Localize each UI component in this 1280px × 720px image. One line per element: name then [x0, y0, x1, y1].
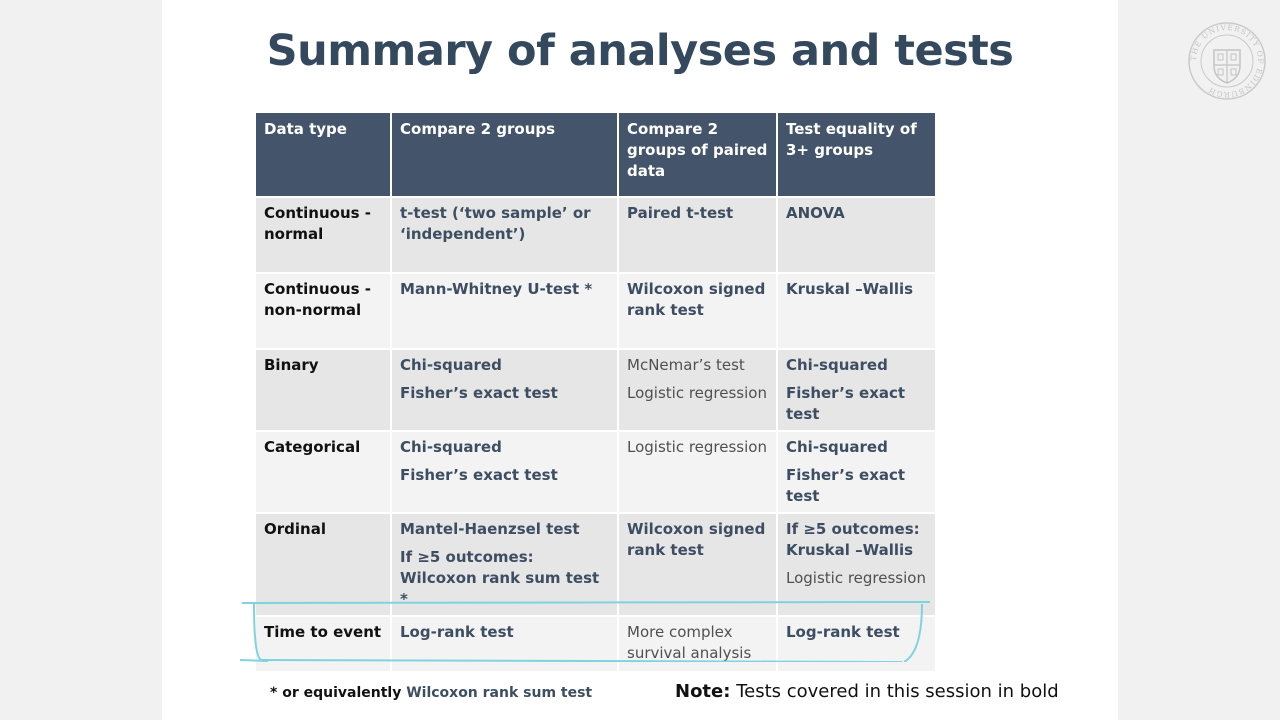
test-name: Wilcoxon signed rank test: [627, 520, 766, 559]
footnote: * or equivalently Wilcoxon rank sum test: [270, 685, 592, 701]
note-label: Note:: [675, 681, 731, 702]
footnote-highlight: Wilcoxon rank sum test: [406, 685, 593, 701]
test-name: Paired t-test: [627, 204, 734, 222]
test-name: Logistic regression: [786, 569, 926, 587]
test-name: More complex survival analysis: [627, 623, 752, 662]
cell-data-type: Binary: [254, 348, 392, 432]
header-compare-paired: Compare 2 groups of paired data: [617, 111, 778, 198]
slide-title: Summary of analyses and tests: [266, 26, 1014, 76]
cell-data-type: Ordinal: [254, 512, 392, 617]
cell-test-3-plus: Chi-squared Fisher’s exact test: [776, 430, 937, 514]
cell-compare-paired: Paired t-test: [617, 196, 778, 274]
cell-compare-2-groups: Mann-Whitney U-test *: [390, 272, 619, 350]
test-name: Chi-squared: [400, 356, 502, 374]
table-row: Continuous - non-normal Mann-Whitney U-te…: [254, 272, 937, 350]
table-body: Continuous - normal t-test (‘two sample’ …: [254, 196, 937, 673]
cell-test-3-plus: ANOVA: [776, 196, 937, 274]
note: Note: Tests covered in this session in b…: [675, 681, 1059, 702]
test-name: Logistic regression: [627, 438, 767, 456]
test-name: Fisher’s exact test: [786, 384, 906, 423]
test-name: Chi-squared: [786, 356, 888, 374]
table-row: Categorical Chi-squared Fisher’s exact tes…: [254, 430, 937, 514]
cell-test-3-plus: Chi-squared Fisher’s exact test: [776, 348, 937, 432]
test-name: Log-rank test: [400, 623, 514, 641]
cell-test-3-plus: Log-rank test: [776, 615, 937, 673]
test-name: Fisher’s exact test: [400, 466, 558, 484]
test-name: If ≥5 outcomes: Kruskal –Wallis: [786, 520, 920, 559]
test-name: McNemar’s test: [627, 356, 745, 374]
table-row: Continuous - normal t-test (‘two sample’ …: [254, 196, 937, 274]
footnote-prefix: * or equivalently: [270, 685, 402, 701]
header-compare-2-groups: Compare 2 groups: [390, 111, 619, 198]
table-row: Binary Chi-squared Fisher’s exact test McNe…: [254, 348, 937, 432]
cell-compare-paired: More complex survival analysis: [617, 615, 778, 673]
test-name: Fisher’s exact test: [786, 466, 906, 505]
table-row: Ordinal Mantel-Haenzsel test If ≥5 outcome…: [254, 512, 937, 617]
cell-compare-2-groups: Chi-squared Fisher’s exact test: [390, 348, 619, 432]
header-data-type: Data type: [254, 111, 392, 198]
test-name: If ≥5 outcomes: Wilcoxon rank sum test *: [400, 548, 600, 608]
test-name: t-test (‘two sample’ or ‘independent’): [400, 204, 591, 243]
cell-test-3-plus: Kruskal –Wallis: [776, 272, 937, 350]
test-name: Kruskal –Wallis: [786, 280, 914, 298]
cell-data-type: Continuous - non-normal: [254, 272, 392, 350]
test-name: ANOVA: [786, 204, 845, 222]
cell-compare-paired: McNemar’s test Logistic regression: [617, 348, 778, 432]
university-crest-logo: THE UNIVERSITY OF EDINBURGH: [1188, 22, 1266, 100]
test-name: Fisher’s exact test: [400, 384, 558, 402]
table-row: Time to event Log-rank test More complex s…: [254, 615, 937, 673]
test-name: Log-rank test: [786, 623, 900, 641]
cell-test-3-plus: If ≥5 outcomes: Kruskal –Wallis Logistic …: [776, 512, 937, 617]
cell-compare-2-groups: Log-rank test: [390, 615, 619, 673]
cell-compare-paired: Wilcoxon signed rank test: [617, 272, 778, 350]
cell-data-type: Time to event: [254, 615, 392, 673]
test-name: Mantel-Haenzsel test: [400, 520, 580, 538]
test-name: Chi-squared: [786, 438, 888, 456]
note-text: Tests covered in this session in bold: [736, 681, 1059, 702]
cell-compare-2-groups: Mantel-Haenzsel test If ≥5 outcomes: Wilc…: [390, 512, 619, 617]
cell-compare-paired: Logistic regression: [617, 430, 778, 514]
tests-table: Data type Compare 2 groups Compare 2 gro…: [254, 111, 937, 673]
cell-data-type: Continuous - normal: [254, 196, 392, 274]
test-name: Wilcoxon signed rank test: [627, 280, 766, 319]
test-name: Logistic regression: [627, 384, 767, 402]
test-name: Mann-Whitney U-test *: [400, 280, 593, 298]
cell-data-type: Categorical: [254, 430, 392, 514]
test-name: Chi-squared: [400, 438, 502, 456]
cell-compare-paired: Wilcoxon signed rank test: [617, 512, 778, 617]
cell-compare-2-groups: t-test (‘two sample’ or ‘independent’): [390, 196, 619, 274]
header-test-3-plus: Test equality of 3+ groups: [776, 111, 937, 198]
cell-compare-2-groups: Chi-squared Fisher’s exact test: [390, 430, 619, 514]
table-header-row: Data type Compare 2 groups Compare 2 gro…: [254, 111, 937, 198]
